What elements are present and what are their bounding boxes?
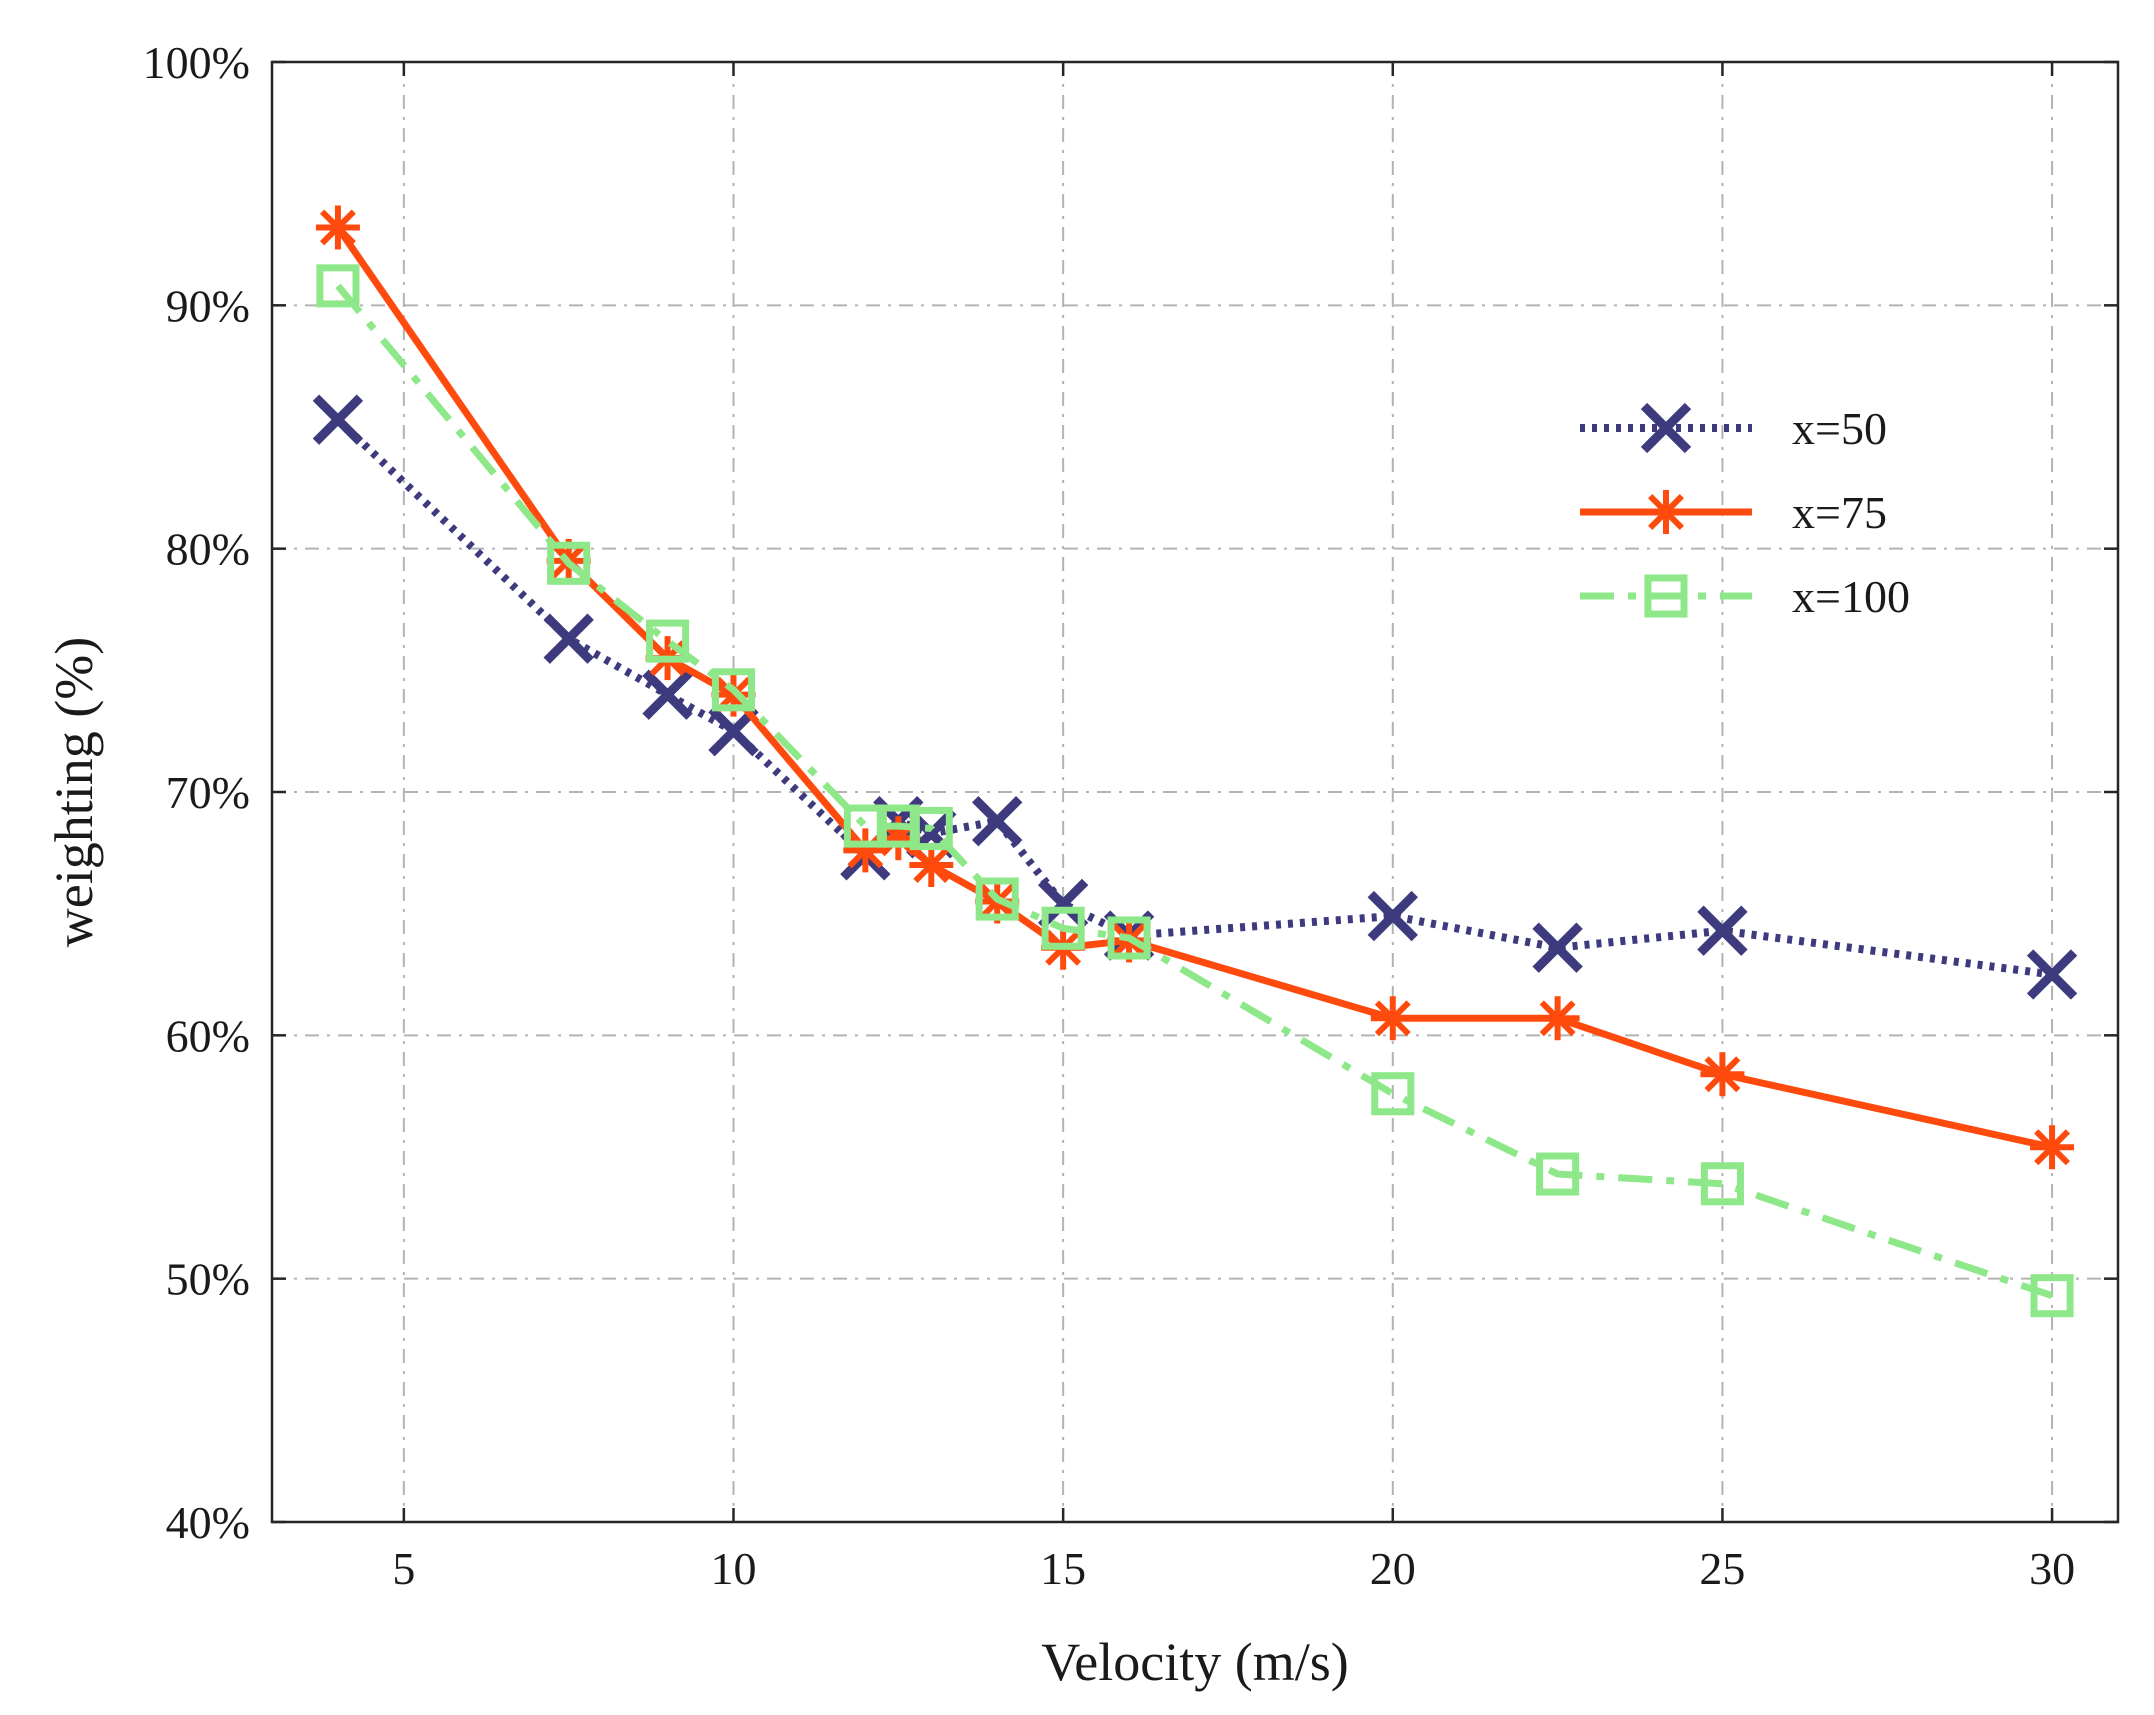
series-x=100 [316,264,2074,1318]
data-point [843,828,888,873]
data-point [642,669,693,720]
legend-marker [1644,490,1688,534]
data-point [1041,906,1085,950]
legend-entry: x=50 [1580,402,1887,454]
data-point [909,806,953,851]
y-axis-label: weighting (%) [44,637,104,947]
data-point [1700,1052,1745,1097]
marker-stroke [972,796,1023,847]
data-point [1536,1152,1580,1196]
x-tick-label: 5 [392,1543,415,1594]
data-point [711,668,756,712]
data-point [1532,922,1583,973]
data-point [975,877,1019,921]
data-point [316,264,360,308]
data-point [972,796,1023,847]
series-line [335,283,2054,1300]
y-tick-label: 90% [166,280,250,331]
y-tick-label: 100% [143,37,250,88]
data-point [1367,890,1418,942]
y-tick-label: 60% [166,1010,250,1061]
data-point [543,613,594,664]
x-tick-label: 15 [1040,1543,1086,1594]
marker-stroke [847,832,884,869]
marker-stroke [1367,890,1418,942]
legend-label: x=100 [1792,571,1910,622]
marker-stroke [2034,1129,2071,1166]
marker-stroke [1697,905,1748,956]
data-point [312,394,364,445]
marker-stroke [1648,494,1684,530]
data-point [1371,1072,1415,1116]
y-tick-label: 40% [166,1497,250,1548]
marker-stroke [642,669,693,720]
legend-label: x=75 [1792,487,1887,538]
data-point [1535,996,1580,1041]
marker-stroke [1640,402,1692,454]
x-tick-label: 25 [1699,1543,1745,1594]
marker-stroke [2026,949,2078,1000]
y-tick-label: 80% [166,524,250,575]
x-tick-label: 10 [711,1543,757,1594]
marker-stroke [1539,1000,1576,1037]
x-axis-label: Velocity (m/s) [1041,1632,1348,1692]
data-point [646,619,690,663]
y-tick-label: 70% [166,767,250,818]
legend-entry: x=100 [1580,571,1910,622]
x-tick-label: 20 [1370,1543,1416,1594]
x-tick-label: 30 [2029,1543,2075,1594]
data-point [2030,1125,2075,1170]
data-point [1370,996,1415,1041]
data-point [909,843,954,887]
data-point [547,541,591,585]
data-point [1700,1162,1744,1206]
legend-entry: x=75 [1580,487,1887,538]
legend-label: x=50 [1792,403,1887,454]
marker-stroke [319,209,356,246]
data-point [2030,1274,2074,1318]
marker-stroke [1532,922,1583,973]
legend-marker [1640,402,1692,454]
marker-stroke [312,394,364,445]
series-layer [312,205,2078,1318]
marker-stroke [543,613,594,664]
legend: x=50 x=75 x=100 [1580,402,1910,622]
marker-stroke [1704,1056,1741,1093]
data-point [1697,905,1748,956]
axes-layer: 5 10 15 20 25 30 40% 50% 60% 70% 80% 90% 100% [143,37,2120,1594]
marker-stroke [913,847,950,883]
data-point [2026,949,2078,1000]
series-line [335,225,2053,1151]
legend-marker [1644,574,1688,618]
data-point [315,205,360,250]
data-point [1107,916,1151,960]
y-tick-label: 50% [166,1254,250,1305]
marker-stroke [1374,1000,1411,1037]
